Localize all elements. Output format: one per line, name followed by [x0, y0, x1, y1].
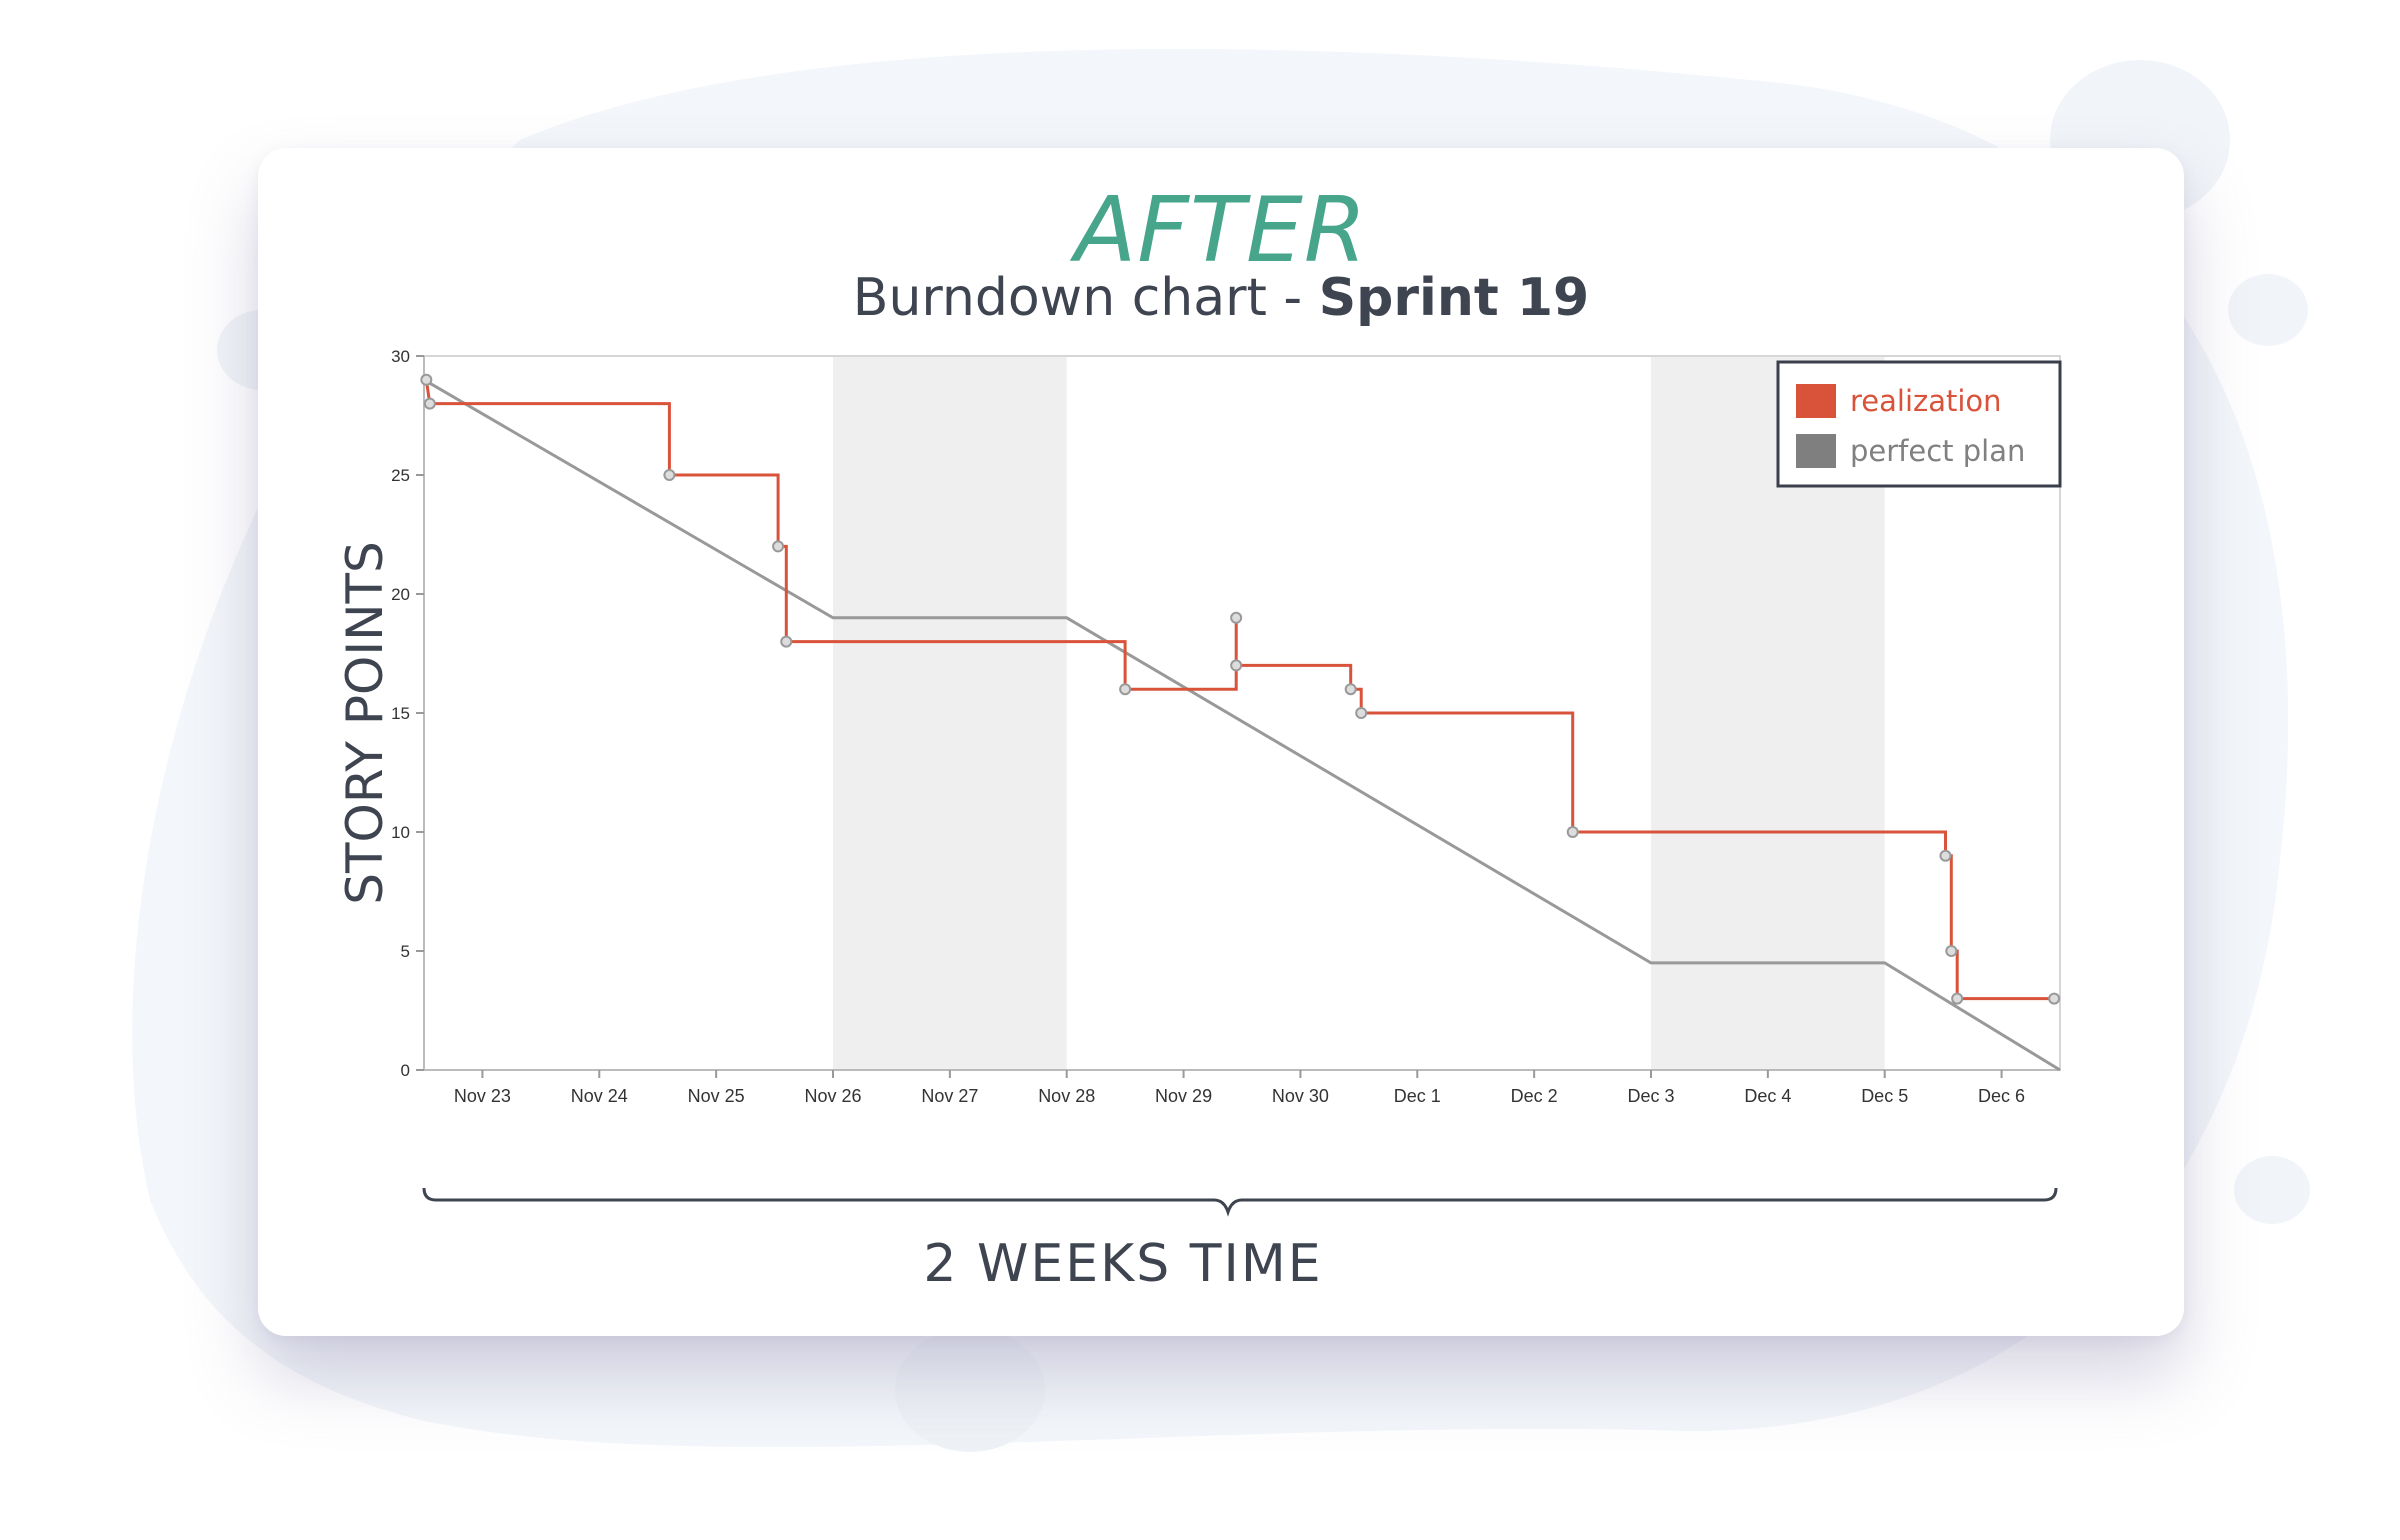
time-span-label: 2 WEEKS TIME	[923, 1234, 1323, 1294]
realization-point	[423, 397, 436, 410]
realization-point	[1566, 826, 1579, 838]
x-tick-label: Nov 27	[921, 1086, 978, 1106]
x-tick-label: Nov 28	[1038, 1086, 1095, 1106]
realization-point	[663, 469, 676, 481]
legend-swatch-realization	[1796, 384, 1836, 418]
realization-point	[2048, 992, 2061, 1005]
y-tick-label: 25	[391, 466, 410, 485]
weekend-band-1	[833, 356, 1067, 1070]
perfect-plan-line	[423, 378, 2061, 1072]
realization-point	[772, 540, 785, 553]
realization-point	[1344, 683, 1357, 696]
realization-point	[1939, 849, 1952, 862]
chart-subtitle: Burndown chart - Sprint 19	[258, 268, 2184, 328]
y-tick-label: 20	[391, 585, 410, 604]
x-tick-label: Nov 30	[1272, 1086, 1329, 1106]
x-tick-label: Dec 6	[1978, 1086, 2025, 1106]
y-tick-label: 0	[401, 1061, 410, 1080]
y-axis-label: STORY POINTS	[336, 541, 394, 905]
x-tick-label: Nov 25	[688, 1086, 745, 1106]
x-tick-label: Nov 23	[454, 1086, 511, 1106]
legend-label-perfect-plan: perfect plan	[1850, 434, 2025, 468]
realization-point	[1951, 992, 1964, 1005]
subtitle-prefix: Burndown chart -	[852, 268, 1319, 328]
realization-point	[1355, 707, 1368, 719]
y-tick-label: 30	[391, 347, 410, 366]
legend-swatch-perfect-plan	[1796, 434, 1836, 468]
x-tick-label: Nov 29	[1155, 1086, 1212, 1106]
realization-point	[780, 635, 793, 648]
burndown-chart: 0 5 10 15 20 25 30 Nov 23 Nov 24 Nov 25 Nov 26 Nov …	[336, 347, 2062, 1217]
x-tick-label: Nov 26	[804, 1086, 861, 1106]
realization-point	[1230, 611, 1243, 624]
x-tick-label: Nov 24	[571, 1086, 628, 1106]
chart-card: AFTER Burndown chart - Sprint 19 0 5 10 15 2…	[258, 148, 2184, 1336]
y-tick-label: 5	[401, 942, 410, 961]
time-span-bracket	[422, 1187, 2058, 1217]
realization-point	[420, 373, 433, 386]
realization-point	[1119, 683, 1132, 696]
realization-point	[1945, 945, 1958, 957]
y-tick-label: 10	[391, 823, 410, 842]
x-tick-label: Dec 4	[1744, 1086, 1791, 1106]
y-tick-label: 15	[391, 704, 410, 723]
legend-label-realization: realization	[1850, 384, 2002, 418]
realization-point	[1230, 659, 1243, 672]
x-tick-label: Dec 5	[1861, 1086, 1908, 1106]
x-tick-label: Dec 1	[1394, 1086, 1441, 1106]
x-tick-label: Dec 3	[1627, 1086, 1674, 1106]
heading-after: AFTER	[1074, 178, 1368, 283]
x-tick-label: Dec 2	[1511, 1086, 1558, 1106]
legend: realization perfect plan	[1776, 360, 2062, 488]
sprint-name: Sprint 19	[1318, 268, 1590, 328]
